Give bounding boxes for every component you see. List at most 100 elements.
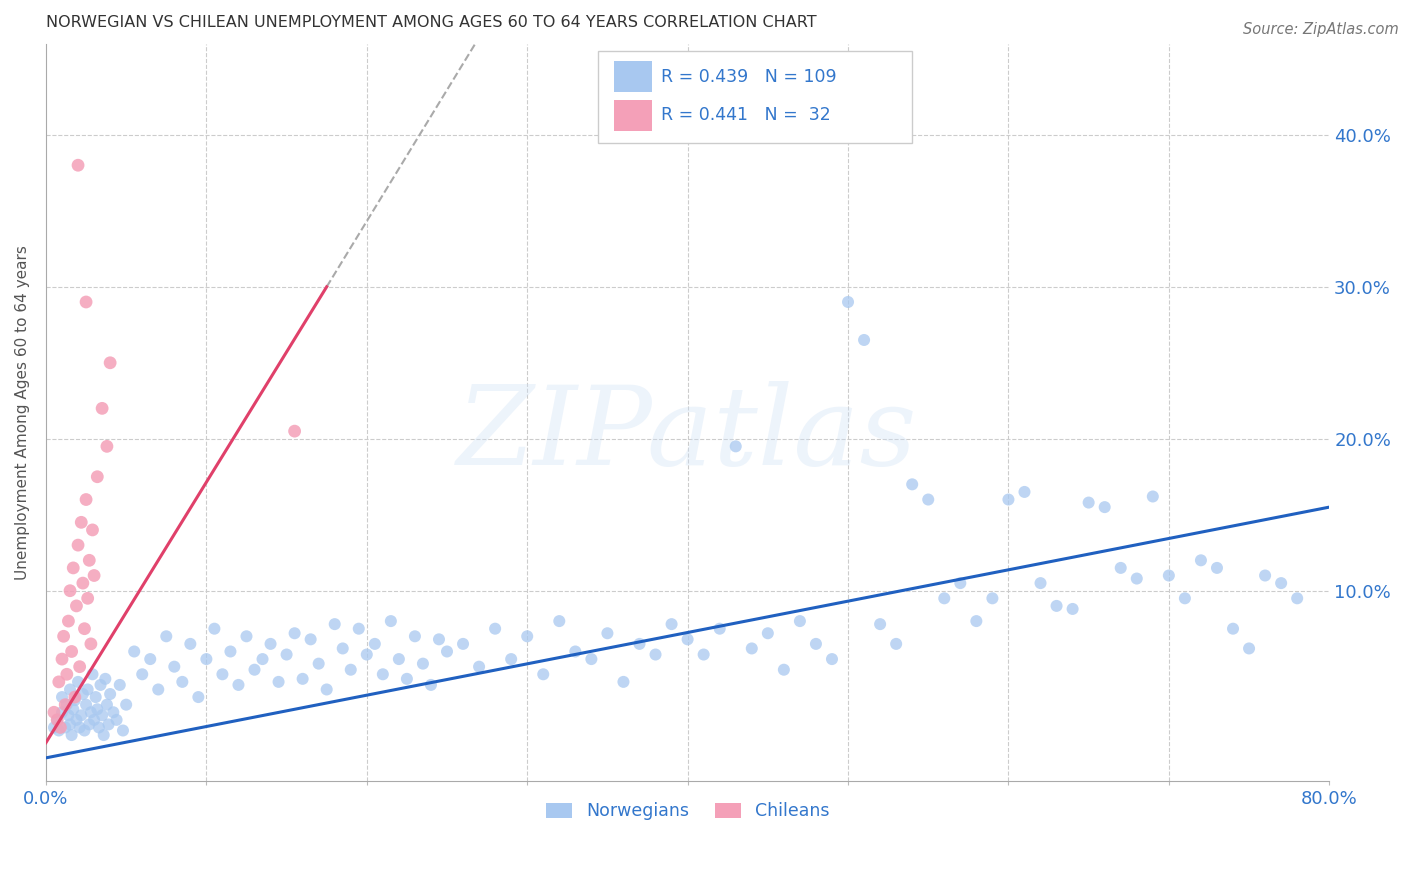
Point bbox=[75, 698, 97, 712]
Point bbox=[420, 678, 443, 692]
Point bbox=[46, 713, 69, 727]
Point bbox=[821, 652, 844, 666]
Point bbox=[628, 637, 651, 651]
Point bbox=[48, 723, 70, 738]
Point bbox=[1029, 576, 1052, 591]
Point bbox=[105, 713, 128, 727]
Point bbox=[1350, 105, 1372, 120]
Point bbox=[436, 644, 458, 658]
Point bbox=[155, 629, 177, 643]
Point bbox=[388, 652, 411, 666]
Point bbox=[1254, 568, 1277, 582]
Point bbox=[404, 629, 426, 643]
Point bbox=[564, 644, 586, 658]
Point bbox=[83, 713, 105, 727]
FancyBboxPatch shape bbox=[598, 51, 912, 143]
Point bbox=[42, 721, 65, 735]
Point bbox=[308, 657, 330, 671]
Point bbox=[75, 295, 97, 310]
Point bbox=[869, 617, 891, 632]
Point bbox=[63, 693, 86, 707]
Point bbox=[612, 674, 634, 689]
Point bbox=[756, 626, 779, 640]
Point bbox=[93, 728, 115, 742]
Point bbox=[917, 492, 939, 507]
Point bbox=[65, 599, 87, 613]
Point bbox=[70, 516, 93, 530]
Point bbox=[1270, 576, 1292, 591]
Point bbox=[115, 698, 138, 712]
Point bbox=[692, 648, 714, 662]
Point bbox=[339, 663, 361, 677]
Point bbox=[73, 723, 96, 738]
Point bbox=[83, 568, 105, 582]
Point bbox=[69, 721, 91, 735]
Point bbox=[284, 626, 307, 640]
Point bbox=[53, 721, 76, 735]
Point bbox=[108, 678, 131, 692]
Point bbox=[581, 652, 603, 666]
Point bbox=[804, 637, 827, 651]
Text: R = 0.439   N = 109: R = 0.439 N = 109 bbox=[661, 68, 837, 86]
Point bbox=[59, 717, 82, 731]
Point bbox=[60, 644, 83, 658]
Point bbox=[1142, 490, 1164, 504]
Point bbox=[997, 492, 1019, 507]
Point bbox=[380, 614, 402, 628]
Point bbox=[1109, 561, 1132, 575]
Point bbox=[139, 652, 162, 666]
Point bbox=[548, 614, 571, 628]
Point bbox=[67, 674, 90, 689]
Point bbox=[172, 674, 194, 689]
Point bbox=[58, 708, 80, 723]
Point bbox=[332, 641, 354, 656]
Point bbox=[884, 637, 907, 651]
Point bbox=[1045, 599, 1067, 613]
Point bbox=[89, 678, 111, 692]
Point bbox=[837, 295, 859, 310]
Point bbox=[709, 622, 731, 636]
Point bbox=[72, 687, 94, 701]
Point bbox=[76, 682, 98, 697]
Point bbox=[65, 713, 87, 727]
Point bbox=[69, 659, 91, 673]
Point bbox=[596, 626, 619, 640]
Point bbox=[82, 523, 104, 537]
Point bbox=[86, 469, 108, 483]
Point bbox=[211, 667, 233, 681]
Point bbox=[82, 667, 104, 681]
Point bbox=[1189, 553, 1212, 567]
Point bbox=[96, 698, 118, 712]
Point bbox=[59, 682, 82, 697]
Point bbox=[131, 667, 153, 681]
Point bbox=[1174, 591, 1197, 606]
Point bbox=[1094, 500, 1116, 515]
Point bbox=[98, 687, 121, 701]
Point bbox=[187, 690, 209, 704]
Point bbox=[179, 637, 201, 651]
Point bbox=[965, 614, 987, 628]
Point bbox=[901, 477, 924, 491]
Point bbox=[1014, 484, 1036, 499]
Point bbox=[1237, 641, 1260, 656]
Point bbox=[451, 637, 474, 651]
Point bbox=[79, 553, 101, 567]
Point bbox=[252, 652, 274, 666]
Point bbox=[347, 622, 370, 636]
Point bbox=[103, 706, 125, 720]
Y-axis label: Unemployment Among Ages 60 to 64 years: Unemployment Among Ages 60 to 64 years bbox=[15, 244, 30, 580]
Point bbox=[86, 702, 108, 716]
Point bbox=[59, 583, 82, 598]
Point bbox=[501, 652, 523, 666]
Point bbox=[516, 629, 538, 643]
Point bbox=[395, 672, 418, 686]
Point bbox=[315, 682, 337, 697]
Point bbox=[773, 663, 796, 677]
Point bbox=[427, 632, 450, 647]
Point bbox=[741, 641, 763, 656]
Point bbox=[981, 591, 1004, 606]
Point bbox=[70, 708, 93, 723]
Point bbox=[75, 492, 97, 507]
Point bbox=[87, 721, 110, 735]
Point bbox=[1286, 591, 1309, 606]
